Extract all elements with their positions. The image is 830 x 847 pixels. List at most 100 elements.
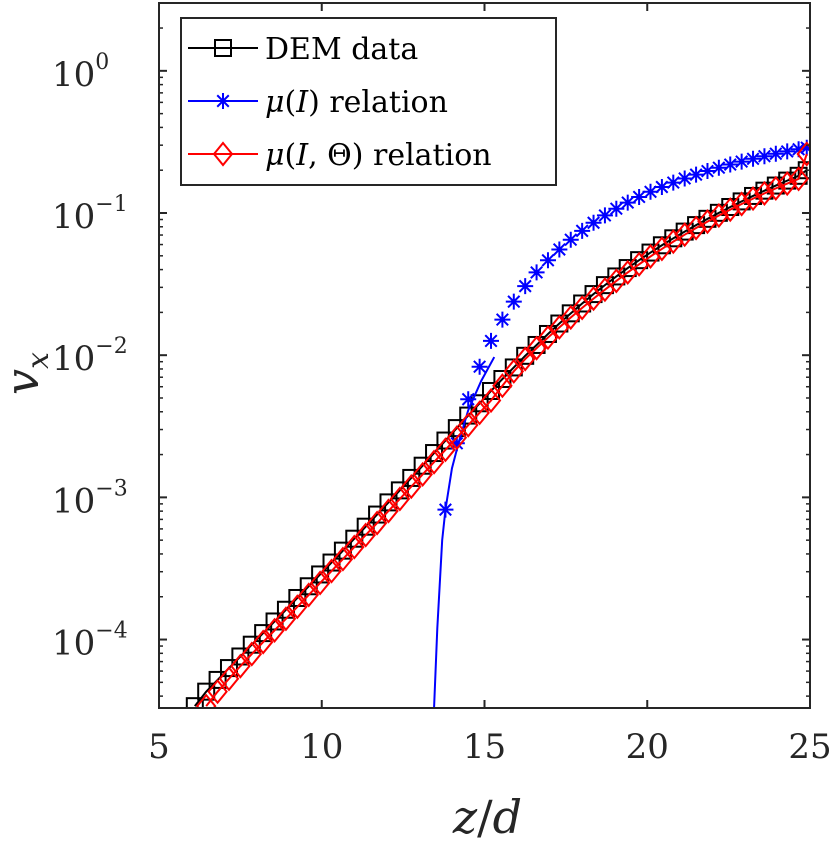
- y-tick-label: 10−4: [52, 619, 128, 664]
- mu-i-point: [699, 163, 716, 180]
- mu-i-point: [722, 156, 739, 173]
- mu-i-theta-point: [446, 425, 468, 451]
- y-axis-label: vx: [0, 352, 56, 395]
- mu-i-point: [642, 183, 659, 200]
- mu-i-theta-point: [230, 653, 251, 679]
- y-tick-label: 10−3: [52, 476, 128, 521]
- mu-i-theta-point: [195, 693, 217, 708]
- x-tick-label: 25: [788, 727, 830, 767]
- mu-i-theta-point: [412, 461, 433, 488]
- mu-i-point: [653, 178, 670, 195]
- mu-i-point: [733, 153, 750, 170]
- mu-i-theta-point: [275, 606, 297, 632]
- mu-i-theta-point: [549, 314, 570, 340]
- mu-i-theta-point: [298, 582, 320, 608]
- mu-i-point: [448, 435, 465, 452]
- mu-i-point: [608, 200, 625, 217]
- mu-i-theta-point: [480, 387, 502, 414]
- mu-i-theta-point: [514, 346, 536, 372]
- mu-i-point: [562, 231, 579, 248]
- mu-i-point: [551, 241, 568, 258]
- mu-i-theta-point: [389, 486, 411, 512]
- mu-i-theta-point: [252, 629, 274, 655]
- y-tick-label: 10−2: [52, 334, 128, 379]
- mu-i-point: [539, 252, 556, 269]
- mu-i-theta-point: [435, 437, 456, 463]
- mu-i-theta-point: [423, 449, 445, 475]
- mu-i-theta-point: [321, 558, 342, 584]
- mu-i-theta-line: [205, 153, 808, 707]
- mu-i-theta-point: [287, 594, 308, 620]
- x-tick-label: 20: [626, 727, 669, 767]
- mu-i-theta-point: [719, 197, 741, 223]
- x-tick-label: 5: [148, 727, 170, 767]
- mu-i-line: [433, 356, 496, 708]
- mu-i-theta-point: [264, 617, 285, 643]
- mu-i-theta-point: [796, 141, 810, 167]
- mu-i-theta-point: [742, 186, 764, 212]
- y-tick-label: 10−1: [52, 192, 128, 237]
- mu-i-point: [494, 311, 511, 328]
- mu-i-point: [596, 207, 613, 224]
- mu-i-point: [619, 194, 636, 211]
- mu-i-point: [676, 170, 693, 187]
- mu-i-theta-point: [788, 166, 809, 192]
- mu-i-point: [437, 501, 454, 518]
- mu-i-theta-point: [503, 358, 525, 384]
- dem-line: [194, 169, 808, 707]
- mu-i-theta-point: [776, 170, 798, 197]
- mu-i-theta-point: [457, 412, 479, 438]
- mu-i-theta-point: [400, 474, 422, 500]
- mu-i-point: [688, 166, 705, 183]
- mu-i-point: [528, 264, 545, 281]
- mu-i-legend-label: μ(I) relation: [265, 85, 448, 120]
- mu-i-theta-point: [207, 679, 228, 705]
- mu-i-point: [460, 391, 477, 408]
- x-tick-label: 15: [463, 727, 506, 767]
- mu-i-point: [574, 222, 591, 239]
- mu-i-theta-point: [344, 534, 365, 560]
- dem-legend-label: DEM data: [265, 32, 418, 67]
- mu-i-point: [745, 150, 762, 167]
- mu-i-theta-legend-label: μ(I, Θ) relation: [265, 138, 492, 173]
- mu-i-legend-marker: [215, 93, 231, 109]
- mu-i-theta-point: [731, 191, 752, 217]
- mu-i-point: [483, 332, 500, 349]
- x-tick-label: 10: [300, 727, 343, 767]
- dem-point: [197, 682, 216, 701]
- dem-point: [219, 659, 238, 678]
- mu-i-theta-point: [697, 209, 718, 235]
- mu-i-theta-point: [685, 215, 707, 241]
- mu-i-theta-point: [355, 522, 376, 548]
- mu-i-point: [710, 159, 727, 176]
- dem-legend-marker: [214, 39, 232, 57]
- mu-i-point: [767, 145, 784, 162]
- mu-i-theta-point: [332, 546, 354, 572]
- mu-i-point: [517, 278, 534, 295]
- mu-i-theta-point: [537, 325, 559, 351]
- mu-i-theta-point: [366, 510, 388, 536]
- mu-i-theta-point: [309, 570, 331, 596]
- mu-i-theta-point: [469, 400, 490, 426]
- mu-i-point: [505, 293, 522, 310]
- mu-i-theta-point: [218, 666, 240, 692]
- mu-i-theta-legend-marker: [212, 141, 234, 167]
- x-axis-label: z/d: [452, 790, 522, 844]
- mu-i-point: [585, 214, 602, 231]
- mu-i-point: [631, 188, 648, 205]
- mu-i-theta-point: [378, 498, 399, 524]
- dem-point: [208, 670, 227, 689]
- dem-point: [185, 697, 204, 708]
- mu-i-point: [756, 148, 773, 165]
- mu-i-point: [779, 143, 796, 160]
- mu-i-point: [665, 174, 682, 191]
- mu-i-theta-point: [765, 175, 787, 201]
- mu-i-theta-point: [754, 180, 775, 206]
- mu-i-point: [798, 139, 810, 156]
- mu-i-point: [790, 141, 807, 158]
- mu-i-point: [471, 358, 488, 375]
- mu-i-theta-point: [708, 202, 730, 229]
- y-tick-label: 100: [52, 50, 109, 95]
- mu-i-theta-point: [526, 335, 547, 361]
- mu-i-theta-point: [492, 373, 513, 399]
